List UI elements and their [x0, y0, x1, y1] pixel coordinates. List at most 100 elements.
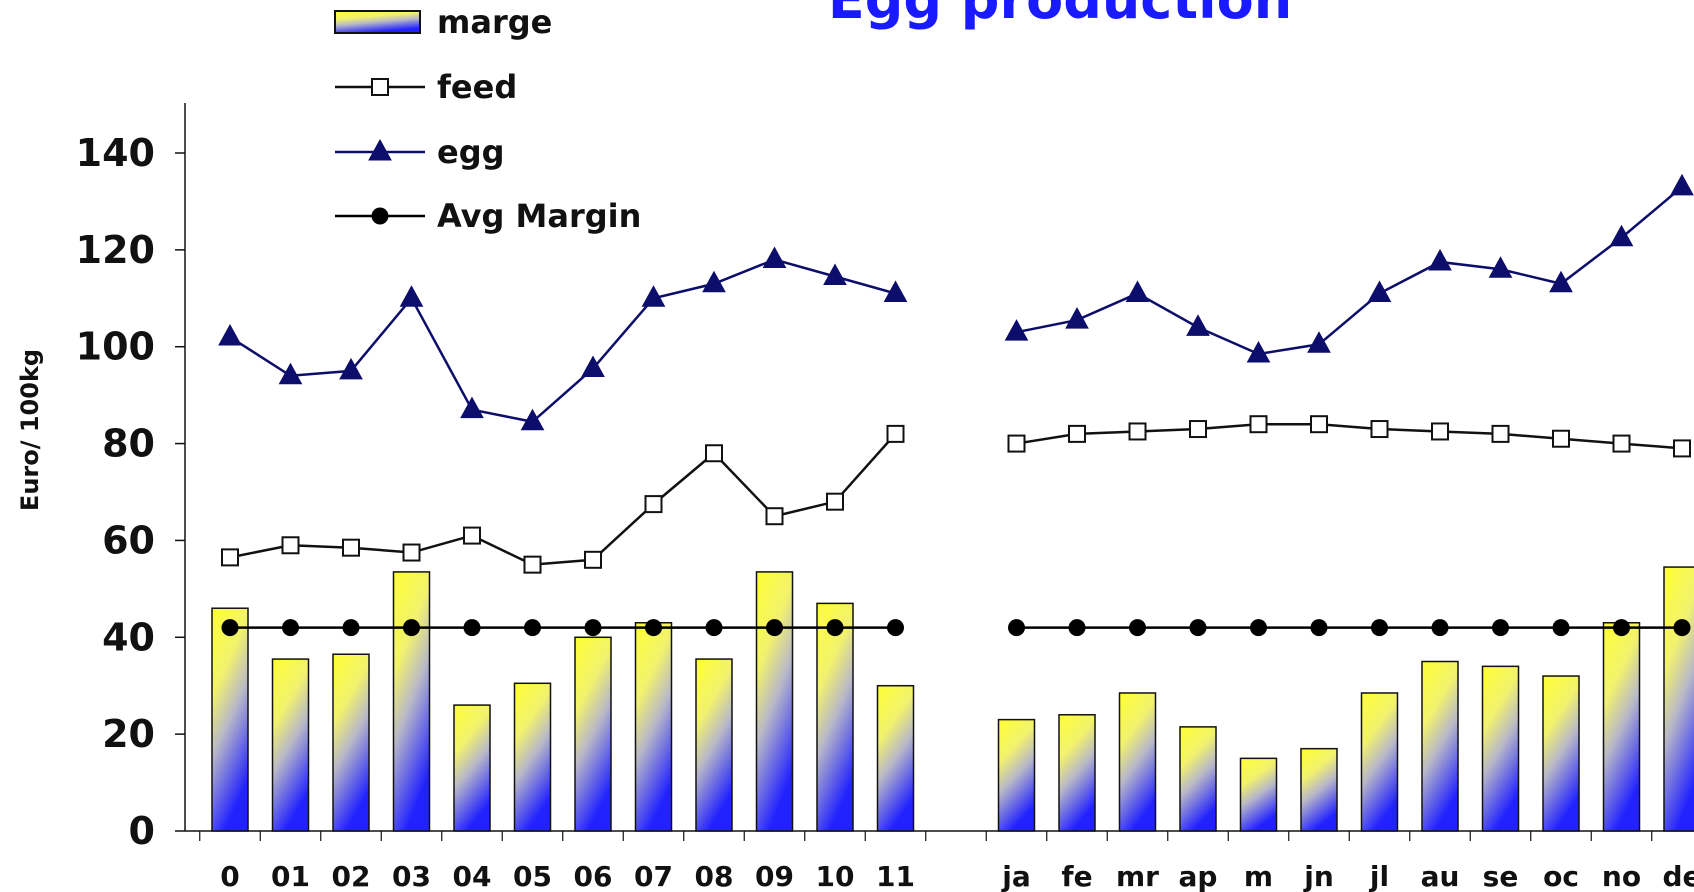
point-avg-margin [1129, 619, 1146, 637]
point-feed [705, 444, 723, 463]
bar-marge [574, 636, 612, 832]
line-egg [1016, 185, 1683, 356]
x-category-label: 0 [220, 860, 239, 892]
point-feed [1249, 415, 1268, 434]
point-egg [218, 323, 242, 346]
bar-marge [1239, 757, 1278, 832]
point-egg [339, 357, 363, 380]
point-avg-margin [1431, 619, 1449, 637]
point-feed [342, 538, 360, 557]
bar-marge [695, 658, 733, 832]
y-tick-label: 20 [102, 712, 155, 756]
axes: 0 20 40 60 80 100 120 140 0 01 02 03 04 05 06 07 08 09 10 1… [76, 103, 1694, 892]
point-avg-margin [1310, 619, 1328, 637]
x-category-label: 03 [392, 860, 431, 892]
bars-marge [211, 566, 1694, 832]
line-feed [229, 433, 897, 566]
bar-marge [271, 658, 310, 832]
point-feed [1007, 434, 1026, 453]
x-category-label: se [1483, 860, 1519, 892]
bar-marge [876, 684, 915, 832]
x-category-label: 05 [513, 860, 552, 892]
bar-marge [392, 571, 431, 832]
point-egg [1549, 270, 1573, 293]
bar-marge [1118, 692, 1157, 832]
point-egg [278, 362, 303, 385]
point-avg-margin [524, 619, 541, 637]
x-category-label: jn [1303, 860, 1334, 892]
point-avg-margin [1552, 619, 1570, 637]
point-egg [1186, 314, 1210, 336]
point-egg [1488, 256, 1513, 278]
chart-title: Egg production [828, 0, 1292, 31]
line-egg [229, 258, 896, 424]
point-egg [702, 270, 726, 293]
point-egg [520, 408, 545, 431]
y-tick-label: 120 [76, 228, 155, 272]
point-avg-margin [282, 619, 299, 637]
x-category-label: ja [1001, 860, 1031, 892]
point-avg-margin [766, 619, 783, 637]
x-category-label: 09 [755, 860, 794, 892]
legend: marge feed egg Avg Margin [334, 3, 641, 235]
bar-marge [453, 704, 491, 832]
legend-label-feed: feed [437, 68, 517, 106]
x-category-label: jl [1369, 860, 1389, 892]
bar-marge [332, 653, 370, 832]
x-category-label: 02 [332, 860, 371, 892]
point-feed [644, 495, 663, 514]
y-tick-label: 100 [76, 325, 155, 369]
point-egg [883, 280, 908, 302]
bar-marge [1481, 665, 1520, 832]
point-avg-margin [342, 619, 360, 637]
point-avg-margin [705, 619, 723, 637]
y-tick-label: 140 [76, 131, 155, 175]
point-egg [581, 355, 605, 378]
point-egg [1670, 173, 1694, 196]
point-avg-margin [1613, 619, 1630, 637]
bar-marge [1179, 726, 1217, 832]
bar-marge [634, 622, 673, 832]
point-feed [463, 526, 481, 545]
point-avg-margin [1008, 619, 1025, 637]
series-lines [218, 173, 1694, 637]
x-category-label: de [1662, 860, 1694, 892]
legend-label-marge: marge [437, 3, 552, 41]
line-feed [1016, 422, 1683, 450]
point-avg-margin [887, 619, 904, 637]
point-egg [1428, 248, 1452, 271]
point-feed [584, 550, 602, 569]
point-feed [1491, 424, 1510, 443]
point-egg [1246, 340, 1271, 363]
point-avg-margin [1189, 619, 1207, 637]
point-feed [523, 555, 542, 574]
point-avg-margin [1673, 619, 1691, 637]
x-category-label: m [1244, 860, 1273, 892]
x-category-label: 10 [816, 860, 855, 892]
point-egg [460, 396, 484, 419]
x-category-label: 01 [271, 860, 310, 892]
bar-marge [1421, 660, 1459, 832]
point-avg-margin [645, 619, 662, 637]
y-tick-label: 0 [129, 809, 155, 853]
point-feed [1189, 420, 1207, 439]
legend-marker-egg [368, 138, 392, 161]
point-avg-margin [826, 619, 844, 637]
point-egg [1307, 331, 1331, 353]
x-category-label: au [1421, 860, 1460, 892]
point-egg [823, 263, 847, 285]
point-feed [1673, 439, 1691, 458]
point-egg [1367, 280, 1392, 302]
bar-marge [816, 602, 854, 832]
point-feed [221, 548, 239, 567]
point-feed [1431, 422, 1449, 441]
point-avg-margin [1068, 619, 1086, 637]
bar-marge [1542, 675, 1580, 832]
x-category-label: 11 [876, 860, 915, 892]
point-egg [762, 246, 787, 269]
legend-label-egg: egg [437, 133, 505, 171]
point-feed [1068, 424, 1086, 443]
x-category-label: fe [1061, 860, 1092, 892]
point-feed [1612, 434, 1631, 453]
point-feed [1552, 429, 1570, 448]
